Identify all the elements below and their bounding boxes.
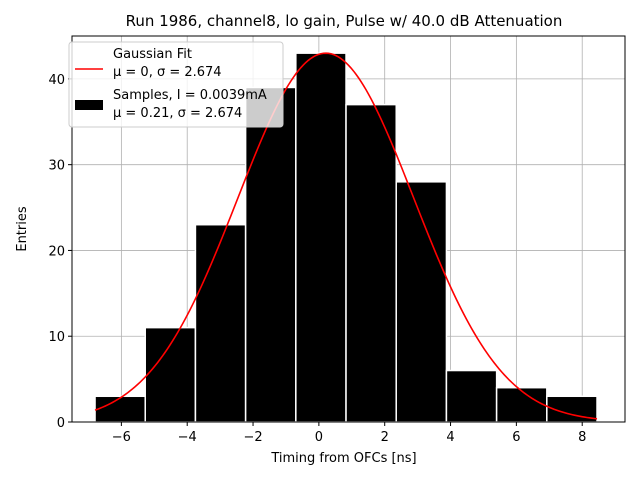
y-axis-label: Entries [15,206,30,252]
legend-fit-label: Gaussian Fit [113,47,192,62]
y-axis-ticks: 0 10 20 30 40 [48,73,72,431]
y-tick-label: 40 [48,73,65,88]
x-tick-label: 2 [381,430,389,445]
legend: Gaussian Fit μ = 0, σ = 2.674 Samples, I… [68,41,284,128]
legend-samples-swatch [75,100,103,110]
legend-samples-stats: μ = 0.21, σ = 2.674 [113,106,242,121]
y-tick-label: 0 [57,416,65,431]
histogram-bar [244,86,297,423]
x-tick-label: −4 [178,430,197,445]
plot-frame [71,35,626,423]
histogram-bar [144,326,197,423]
chart-title: Run 1986, channel8, lo gain, Pulse w/ 40… [126,12,563,30]
x-tick-label: 4 [446,430,454,445]
histogram-bar [194,223,247,423]
x-tick-label: −6 [112,430,131,445]
y-tick-label: 20 [48,244,65,259]
legend-samples-label: Samples, I = 0.0039mA [113,88,267,103]
histogram-bar [345,103,397,423]
x-tick-label: 8 [578,430,586,445]
y-tick-label: 10 [48,330,65,345]
legend-fit-stats: μ = 0, σ = 2.674 [113,65,222,80]
y-tick-label: 30 [48,159,65,174]
histogram-bar [445,369,498,423]
legend-box [68,41,284,128]
x-axis-ticks: −6 −4 −2 0 2 4 6 8 [112,422,586,445]
x-axis-label: Timing from OFCs [ns] [270,451,416,466]
x-tick-label: −2 [243,430,262,445]
histogram-bar [94,395,146,423]
x-tick-label: 0 [315,430,323,445]
gaussian-fit-line [94,52,598,420]
histogram-bar [495,386,548,423]
histogram-bar [295,52,347,423]
histogram-bar [395,181,448,423]
x-tick-label: 6 [512,430,520,445]
